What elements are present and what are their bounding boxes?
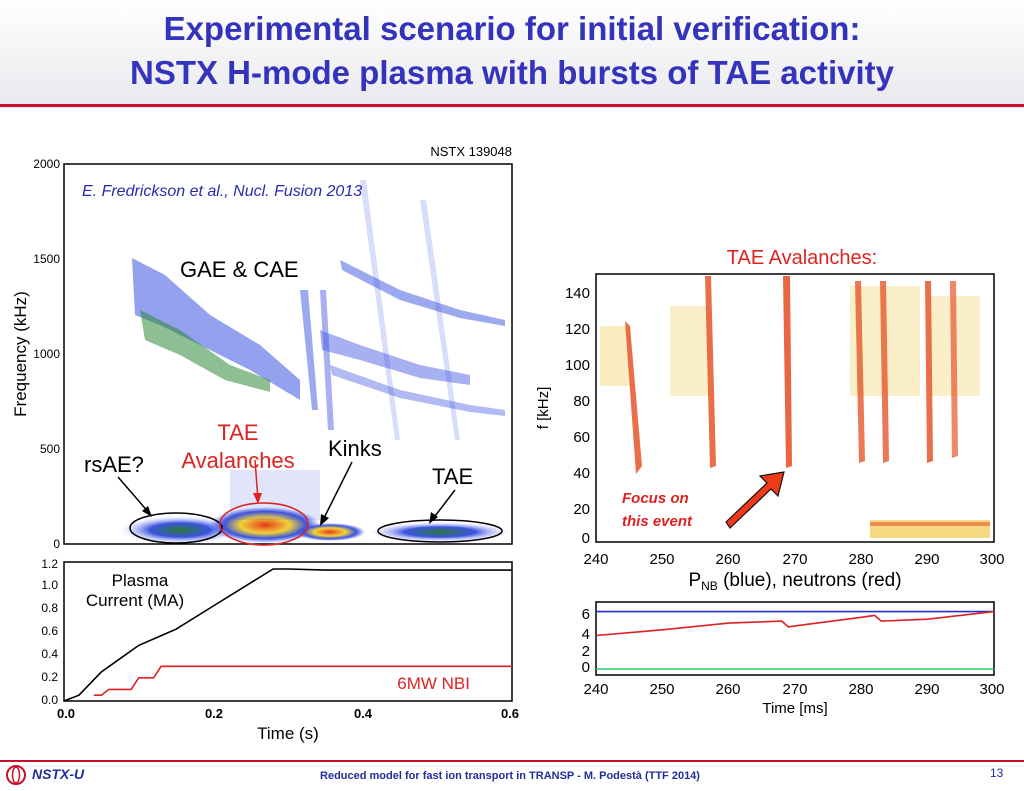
- right-time-yticks: 0 2 4 6: [582, 606, 590, 676]
- ytick-20: 20: [573, 501, 590, 518]
- xtick-250: 250: [649, 681, 674, 698]
- xtick-280: 280: [848, 681, 873, 698]
- current-ma-label: Current (MA): [86, 591, 184, 610]
- ytick-0: 0: [53, 537, 60, 551]
- focus-label-line2: this event: [622, 513, 693, 530]
- xtick-290: 290: [914, 681, 939, 698]
- nstx-logo-icon: [4, 764, 28, 786]
- left-current-xticks: 0.0 0.2 0.4 0.6: [57, 706, 519, 721]
- page-number: 13: [990, 766, 1003, 780]
- ytick-1.2: 1.2: [41, 557, 58, 571]
- left-current-xlabel: Time (s): [257, 724, 319, 743]
- footer-text: Reduced model for fast ion transport in …: [280, 770, 740, 782]
- ytick-2000: 2000: [33, 157, 60, 171]
- slide-title-line1: Experimental scenario for initial verifi…: [0, 10, 1024, 48]
- left-current-plot: 0.0 0.2 0.4 0.6 0.8 1.0 1.2 0.0 0.2 0.4 …: [0, 556, 530, 746]
- shot-label: NSTX 139048: [430, 144, 512, 159]
- left-spectrogram-yticks: 0 500 1000 1500 2000: [33, 157, 60, 551]
- avalanches-label: Avalanches: [181, 448, 294, 473]
- nstx-u-logo: NSTX-U: [4, 764, 104, 786]
- ytick-120: 120: [565, 321, 590, 338]
- left-spectrogram: 0 500 1000 1500 2000 Frequency (kHz) NST…: [0, 140, 530, 560]
- gae-cae-label: GAE & CAE: [180, 257, 299, 282]
- xtick-280: 280: [848, 551, 873, 568]
- right-time-frame: [596, 602, 994, 675]
- xtick-240: 240: [583, 681, 608, 698]
- ytick-1500: 1500: [33, 252, 60, 266]
- xtick-300: 300: [979, 551, 1004, 568]
- tae-avalanches-title: TAE Avalanches:: [727, 247, 877, 269]
- ytick-0.0: 0.0: [41, 693, 58, 707]
- xtick-300: 300: [979, 681, 1004, 698]
- ytick-40: 40: [573, 465, 590, 482]
- ytick-0.4: 0.4: [41, 647, 58, 661]
- rsae-label: rsAE?: [84, 452, 144, 477]
- xtick-240: 240: [583, 551, 608, 568]
- slide-title-line2: NSTX H-mode plasma with bursts of TAE ac…: [0, 54, 1024, 92]
- ytick-80: 80: [573, 393, 590, 410]
- ytick-1000: 1000: [33, 347, 60, 361]
- ytick-500: 500: [40, 442, 60, 456]
- xtick-0.2: 0.2: [205, 706, 223, 721]
- pnb-caption-main: P: [688, 570, 701, 591]
- footer-divider: [0, 760, 1024, 762]
- ytick-0: 0: [582, 530, 590, 547]
- logo-text: NSTX-U: [32, 766, 84, 782]
- citation: E. Fredrickson et al., Nucl. Fusion 2013: [82, 183, 362, 200]
- ytick-6: 6: [582, 606, 590, 623]
- title-divider: [0, 104, 1024, 107]
- right-time-xticks: 240 250 260 270 280 290 300: [583, 681, 1004, 698]
- right-spectrogram-xticks: 240 250 260 270 280 290 300: [583, 551, 1004, 568]
- xtick-290: 290: [914, 551, 939, 568]
- nbi-label: 6MW NBI: [397, 674, 470, 693]
- pnb-caption-rest: (blue), neutrons (red): [718, 570, 902, 591]
- right-spectrogram: TAE Avalanches: 0 20 40 60 80 100 120 14…: [530, 236, 1024, 596]
- right-time-plot: 0 2 4 6 240 250 260 270 280 290 300 Time…: [530, 596, 1024, 720]
- xtick-0.6: 0.6: [501, 706, 519, 721]
- ytick-100: 100: [565, 357, 590, 374]
- tae-label-red: TAE: [217, 420, 258, 445]
- ytick-0: 0: [582, 659, 590, 676]
- ytick-0.6: 0.6: [41, 624, 58, 638]
- ytick-0.8: 0.8: [41, 601, 58, 615]
- left-spectrogram-ylabel: Frequency (kHz): [11, 291, 30, 417]
- ytick-140: 140: [565, 285, 590, 302]
- ytick-1.0: 1.0: [41, 578, 58, 592]
- pnb-caption-sub: NB: [701, 579, 718, 593]
- right-time-xlabel: Time [ms]: [762, 700, 827, 717]
- xtick-270: 270: [782, 551, 807, 568]
- plasma-label: Plasma: [112, 571, 169, 590]
- right-spectrogram-ylabel: f [kHz]: [535, 387, 552, 430]
- focus-label-line1: Focus on: [622, 490, 689, 507]
- ytick-4: 4: [582, 626, 590, 643]
- xtick-260: 260: [715, 681, 740, 698]
- xtick-0.4: 0.4: [354, 706, 373, 721]
- ytick-0.2: 0.2: [41, 670, 58, 684]
- xtick-0.0: 0.0: [57, 706, 75, 721]
- tae-label: TAE: [432, 464, 473, 489]
- xtick-270: 270: [782, 681, 807, 698]
- ytick-2: 2: [582, 643, 590, 660]
- kinks-label: Kinks: [328, 436, 382, 461]
- pnb-caption: PNB (blue), neutrons (red): [688, 570, 901, 593]
- xtick-260: 260: [715, 551, 740, 568]
- left-current-yticks: 0.0 0.2 0.4 0.6 0.8 1.0 1.2: [41, 557, 58, 707]
- right-spectrogram-yticks: 0 20 40 60 80 100 120 140: [565, 285, 590, 547]
- xtick-250: 250: [649, 551, 674, 568]
- ytick-60: 60: [573, 429, 590, 446]
